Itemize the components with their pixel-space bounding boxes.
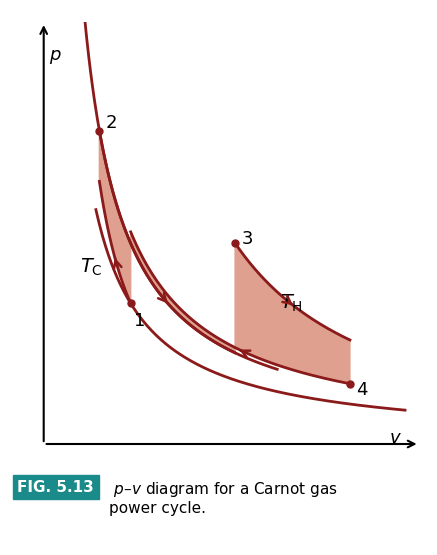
Polygon shape xyxy=(99,130,350,384)
Text: $v$: $v$ xyxy=(389,429,402,447)
Text: 2: 2 xyxy=(106,114,117,132)
Text: $p$–$v$ diagram for a Carnot gas
power cycle.: $p$–$v$ diagram for a Carnot gas power c… xyxy=(109,480,338,516)
Text: 1: 1 xyxy=(134,312,146,330)
Text: 4: 4 xyxy=(356,381,368,399)
Text: FIG. 5.13: FIG. 5.13 xyxy=(17,480,94,495)
Text: $T_\mathrm{H}$: $T_\mathrm{H}$ xyxy=(280,292,303,314)
Text: $T_\mathrm{C}$: $T_\mathrm{C}$ xyxy=(80,256,103,278)
Text: 3: 3 xyxy=(242,230,253,248)
Text: $p$: $p$ xyxy=(49,48,62,66)
